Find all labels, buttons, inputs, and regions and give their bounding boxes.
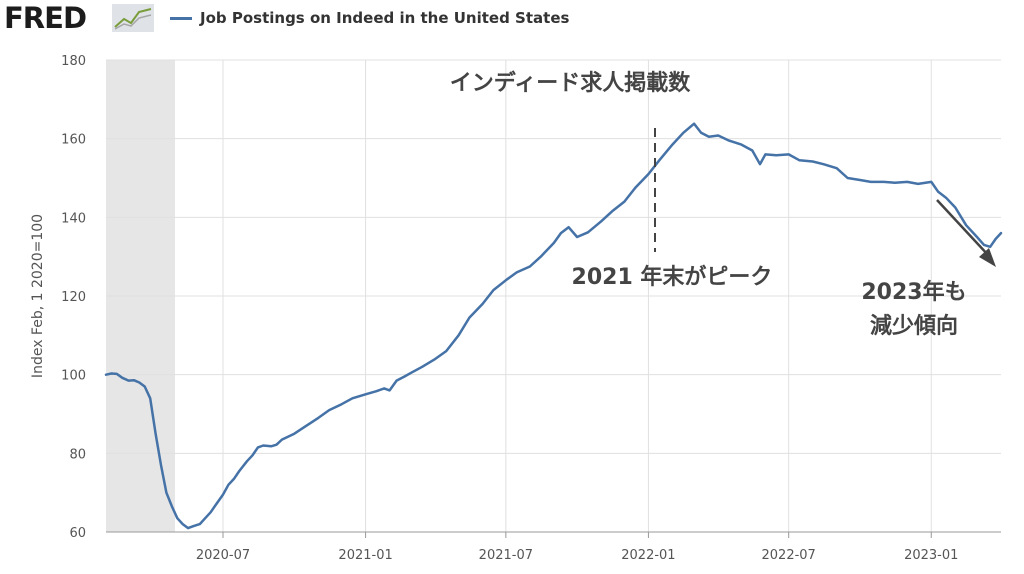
x-tick-label: 2021-07: [479, 548, 533, 563]
decline-annotation-line-2: 減少傾向: [870, 313, 958, 339]
y-tick-label: 80: [69, 447, 86, 462]
series-layer[interactable]: [104, 122, 1003, 530]
decline-arrow-line: [936, 199, 990, 257]
y-tick-label: 140: [61, 211, 86, 226]
x-tick-label: 2021-01: [338, 548, 392, 563]
y-tick-label: 120: [61, 290, 86, 305]
x-tick-label: 2020-07: [196, 548, 250, 563]
y-tick-label: 60: [69, 526, 86, 541]
peak-annotation: 2021 年末がピーク: [572, 264, 773, 290]
x-axis: 2020-07 2021-01 2021-07 2022-01 2022-07 2023-…: [106, 531, 1001, 563]
decline-arrow-head: [979, 248, 996, 267]
series-line[interactable]: [104, 122, 1003, 530]
y-axis: 60 80 100 120 140 160 180: [61, 54, 86, 541]
y-tick-label: 180: [61, 54, 86, 69]
series-legend-swatch: [170, 16, 192, 20]
series-legend[interactable]: Job Postings on Indeed in the United Sta…: [170, 8, 569, 28]
fred-chart-icon: [112, 4, 154, 32]
annotation-layer: インディード求人掲載数 2021 年末がピーク 2023年も 減少傾向: [450, 70, 996, 339]
chart-header: FRED Job Postings on Indeed in the Unite…: [0, 0, 1024, 40]
x-tick-label: 2023-01: [904, 548, 958, 563]
decline-annotation-line-1: 2023年も: [861, 279, 966, 305]
y-tick-label: 100: [61, 369, 86, 384]
chart-title: インディード求人掲載数: [450, 70, 691, 96]
x-tick-label: 2022-01: [621, 548, 675, 563]
fred-logo[interactable]: FRED: [4, 1, 87, 35]
y-tick-label: 160: [61, 133, 86, 148]
legend-series-name: Job Postings on Indeed in the United Sta…: [200, 9, 570, 27]
x-tick-label: 2022-07: [762, 548, 816, 563]
